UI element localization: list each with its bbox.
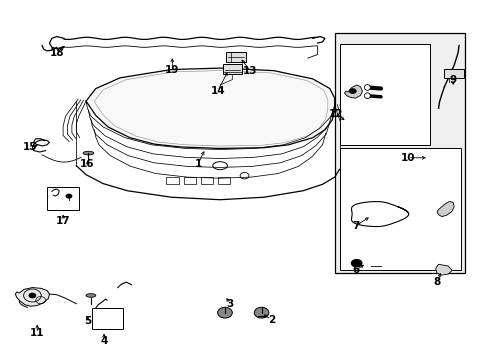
- Polygon shape: [435, 264, 451, 275]
- Bar: [200, 177, 212, 184]
- Bar: [339, 148, 460, 270]
- Text: 6: 6: [351, 265, 359, 275]
- Circle shape: [65, 194, 72, 199]
- Polygon shape: [436, 202, 453, 217]
- Text: 10: 10: [400, 153, 414, 163]
- Text: 7: 7: [351, 221, 359, 231]
- Polygon shape: [86, 68, 334, 148]
- Bar: [225, 52, 246, 62]
- Text: 4: 4: [100, 336, 107, 346]
- Polygon shape: [15, 288, 49, 306]
- Text: 3: 3: [226, 299, 233, 309]
- Bar: [92, 308, 122, 329]
- Circle shape: [28, 293, 36, 298]
- Text: 18: 18: [49, 48, 64, 58]
- Text: 14: 14: [210, 86, 224, 96]
- Bar: [222, 64, 242, 74]
- Polygon shape: [344, 85, 362, 98]
- Text: 19: 19: [165, 64, 179, 75]
- Bar: [334, 33, 465, 273]
- Ellipse shape: [83, 151, 94, 155]
- Text: 8: 8: [432, 277, 440, 287]
- Bar: [444, 69, 463, 78]
- Text: 5: 5: [84, 316, 91, 325]
- Text: 1: 1: [194, 159, 202, 169]
- Text: 11: 11: [30, 328, 44, 338]
- Text: 17: 17: [56, 216, 70, 226]
- Circle shape: [348, 88, 356, 94]
- Text: 15: 15: [22, 142, 37, 152]
- Text: 16: 16: [80, 159, 95, 169]
- Ellipse shape: [86, 294, 96, 297]
- Bar: [166, 177, 178, 184]
- Circle shape: [350, 259, 362, 267]
- Circle shape: [254, 307, 268, 318]
- Ellipse shape: [364, 93, 369, 99]
- Text: 2: 2: [267, 315, 274, 325]
- Circle shape: [217, 307, 232, 318]
- Text: 12: 12: [328, 109, 343, 119]
- Bar: [183, 177, 195, 184]
- Ellipse shape: [364, 85, 369, 90]
- Bar: [47, 187, 79, 211]
- Text: 9: 9: [448, 75, 456, 85]
- Text: 13: 13: [243, 66, 257, 76]
- Bar: [339, 44, 429, 145]
- Bar: [217, 177, 229, 184]
